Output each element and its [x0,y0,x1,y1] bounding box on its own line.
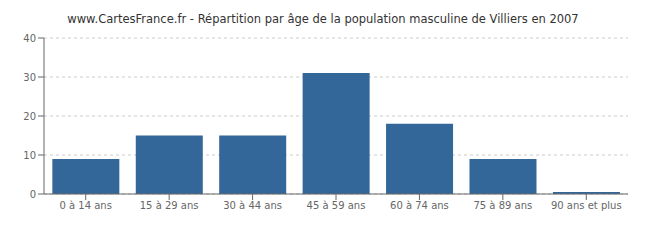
svg-text:15 à 29 ans: 15 à 29 ans [140,200,199,211]
svg-text:40: 40 [23,33,36,44]
svg-text:30: 30 [23,72,36,83]
svg-text:30 à 44 ans: 30 à 44 ans [223,200,282,211]
svg-text:10: 10 [23,150,36,161]
svg-text:60 à 74 ans: 60 à 74 ans [390,200,449,211]
svg-text:90 ans et plus: 90 ans et plus [551,200,622,211]
svg-text:20: 20 [23,111,36,122]
svg-text:45 à 59 ans: 45 à 59 ans [307,200,366,211]
svg-text:0 à 14 ans: 0 à 14 ans [59,200,111,211]
svg-text:0: 0 [30,189,36,200]
svg-text:75 à 89 ans: 75 à 89 ans [473,200,532,211]
html-text:www.CartesFrance.fr - Répartit: www.CartesFrance.fr - Répartition par âg… [67,12,579,26]
